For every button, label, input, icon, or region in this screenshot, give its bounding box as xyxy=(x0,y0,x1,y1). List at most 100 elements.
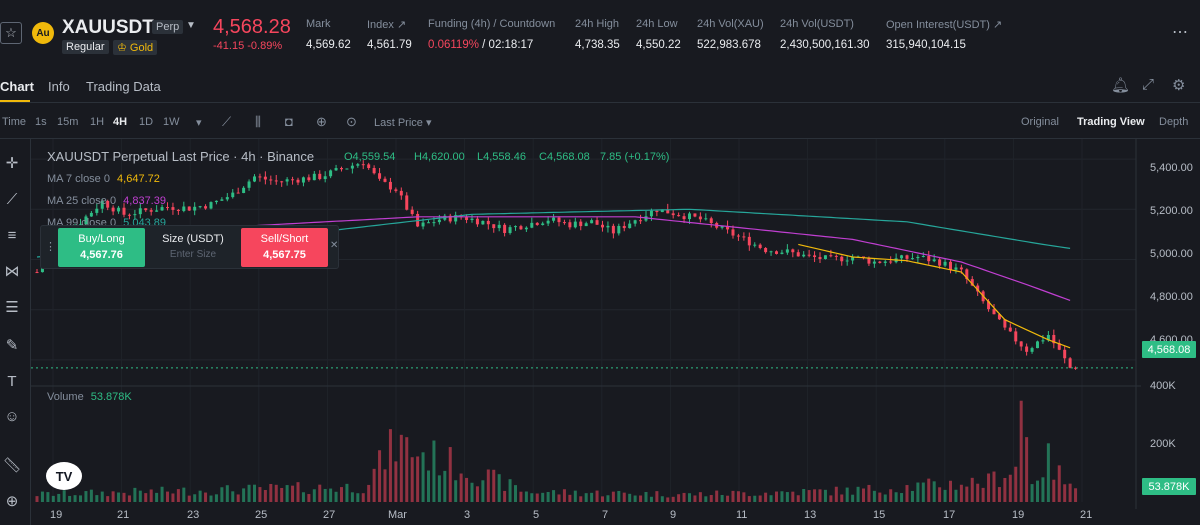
volume-bar xyxy=(155,492,159,502)
interval-15m[interactable]: 15m xyxy=(57,116,79,128)
candle-body xyxy=(127,214,131,216)
settings-icon[interactable]: ⚙ xyxy=(1172,77,1186,94)
candle-body xyxy=(731,229,735,236)
interval-dropdown-icon[interactable]: ▾ xyxy=(196,117,202,129)
candle-body xyxy=(1074,367,1078,369)
volume-bar xyxy=(465,477,469,502)
candle-body xyxy=(122,207,126,215)
candle-body xyxy=(639,220,643,222)
zoom-tool-icon[interactable]: ⊕ xyxy=(5,493,19,510)
candle-body xyxy=(144,208,148,211)
candle-body xyxy=(726,225,730,230)
sell-short-button[interactable]: Sell/Short 4,567.75 xyxy=(241,228,328,267)
volume-bar xyxy=(943,489,947,502)
view-depth[interactable]: Depth xyxy=(1159,116,1189,128)
candle-body xyxy=(541,223,545,225)
volume-bar xyxy=(775,491,778,502)
camera-icon[interactable]: ◘ xyxy=(285,114,293,129)
interval-4h[interactable]: 4H xyxy=(113,116,128,128)
interval-1h[interactable]: 1H xyxy=(90,116,105,128)
volume-bar xyxy=(263,489,267,502)
candle-body xyxy=(845,260,849,262)
candle-body xyxy=(590,220,594,224)
pattern-tool-icon[interactable]: ⋈ xyxy=(4,263,20,280)
symbol-name[interactable]: XAUUSDT xyxy=(62,17,154,38)
buy-long-button[interactable]: Buy/Long 4,567.76 xyxy=(58,228,145,267)
price-type-select[interactable]: Last Price ▾ xyxy=(374,117,432,129)
alert-bell-icon[interactable]: 🔔︎ xyxy=(1111,77,1131,94)
favorite-star-icon[interactable]: ☆ xyxy=(0,22,22,44)
tab-trading-data[interactable]: Trading Data xyxy=(86,79,161,94)
candle-body xyxy=(367,164,371,169)
date-axis-label: Mar xyxy=(388,509,407,521)
text-tool-icon[interactable]: T xyxy=(7,372,17,390)
view-original[interactable]: Original xyxy=(1021,116,1059,128)
volume-bar xyxy=(334,491,338,502)
settings-small-icon[interactable]: ⊙ xyxy=(346,114,357,129)
candle-body xyxy=(138,208,142,215)
emoji-tool-icon[interactable]: ☺ xyxy=(4,407,20,425)
ma99-label: MA 99 close 0 xyxy=(47,217,117,225)
volume-bar xyxy=(329,488,333,502)
volume-bar xyxy=(688,493,691,502)
candle-body xyxy=(253,176,256,182)
candle-body xyxy=(166,207,169,209)
view-trading-view[interactable]: Trading View xyxy=(1077,116,1145,128)
volume-bar xyxy=(851,494,855,502)
ticker-header: ☆ Au XAUUSDT Perp ▼ Regular ♔ Gold 4,568… xyxy=(0,0,1200,62)
volume-bar xyxy=(454,480,458,502)
crosshair-tool-icon[interactable]: ✛ xyxy=(5,155,19,172)
volume-bar xyxy=(242,488,246,502)
volume-bar xyxy=(709,495,713,502)
candle-body xyxy=(204,206,208,209)
fib-tool-icon[interactable]: ☰ xyxy=(5,299,19,316)
horizontal-lines-tool-icon[interactable]: ≡ xyxy=(7,226,17,244)
volume-bar xyxy=(1003,477,1007,502)
candle-type-icon[interactable]: ⫼ xyxy=(255,114,261,129)
add-indicator-icon[interactable]: ⊕ xyxy=(316,114,327,129)
candle-body xyxy=(220,199,224,201)
volume-bar xyxy=(1030,484,1034,502)
stat-index-label[interactable]: Index ↗ xyxy=(367,19,407,31)
size-input-group[interactable]: Size (USDT) Enter Size xyxy=(145,228,241,267)
candle-body xyxy=(356,164,360,166)
candle-body xyxy=(334,168,338,171)
candle-body xyxy=(285,179,289,182)
more-options-icon[interactable]: ⋯ xyxy=(1172,24,1188,41)
volume-bar xyxy=(796,495,800,502)
candle-body xyxy=(454,215,458,222)
candle-body xyxy=(1003,319,1007,328)
interval-1d[interactable]: 1D xyxy=(139,116,154,128)
date-axis-label: 7 xyxy=(602,509,609,521)
ruler-tool-icon[interactable]: 📏︎ xyxy=(2,457,22,474)
volume-bar xyxy=(486,469,490,502)
tab-info[interactable]: Info xyxy=(48,79,70,94)
tab-chart[interactable]: Chart xyxy=(0,79,34,94)
close-widget-icon[interactable]: ✕ xyxy=(330,240,339,251)
candle-body xyxy=(595,220,599,225)
volume-bar xyxy=(601,496,604,502)
volume-bar xyxy=(214,494,218,502)
candle-body xyxy=(905,255,909,259)
regular-badge: Regular xyxy=(62,40,109,54)
brush-tool-icon[interactable]: ✎ xyxy=(5,337,19,354)
volume-bar xyxy=(149,489,153,502)
drag-handle-icon[interactable]: ⋮ xyxy=(45,241,56,253)
candle-body xyxy=(764,247,768,253)
expand-icon[interactable]: ⤢ xyxy=(1142,76,1155,93)
stat-open-interest-value: 315,940,104.15 xyxy=(886,39,966,51)
buy-long-price: 4,567.76 xyxy=(80,249,123,261)
price-chart[interactable] xyxy=(31,139,1141,509)
trendline-tool-icon[interactable]: ⟋ xyxy=(6,190,18,208)
candle-body xyxy=(427,222,430,224)
candle-body xyxy=(938,259,942,266)
time-label: Time xyxy=(2,116,27,128)
candle-body xyxy=(617,225,621,234)
volume-bar xyxy=(231,491,235,502)
symbol-dropdown-caret-icon[interactable]: ▼ xyxy=(186,20,196,31)
size-input[interactable]: Enter Size xyxy=(169,249,217,260)
indicators-icon[interactable]: ⟋ xyxy=(222,114,232,129)
stat-open-interest-label[interactable]: Open Interest(USDT) ↗ xyxy=(886,19,1003,31)
interval-1w[interactable]: 1W xyxy=(163,116,180,128)
interval-1s[interactable]: 1s xyxy=(35,116,47,128)
